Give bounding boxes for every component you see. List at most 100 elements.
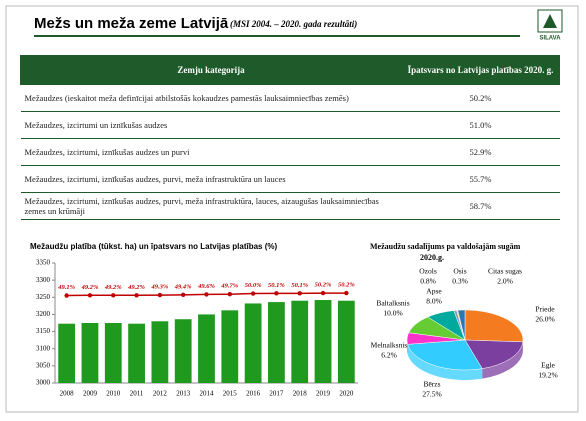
y-tick-label: 3300 [36, 276, 51, 284]
data-label: 49.3% [150, 284, 168, 291]
pie-value-label: 27.5% [422, 390, 441, 399]
bar [221, 310, 239, 383]
pie-label: Ozols [419, 267, 437, 276]
data-label: 49.2% [81, 284, 99, 291]
table-cell: Mežaudzes, izcirtumi, iznīkušas audzes, … [20, 192, 402, 220]
data-label: 50.2% [315, 282, 332, 289]
pie-slice [407, 339, 483, 371]
x-tick-label: 2013 [176, 390, 191, 398]
x-tick-label: 2015 [223, 390, 238, 398]
line-marker [344, 290, 349, 296]
line-marker [87, 293, 93, 298]
x-tick-label: 2009 [83, 390, 98, 398]
bar [198, 314, 215, 383]
line-marker [227, 292, 233, 297]
data-label: 50.0% [245, 282, 262, 289]
table-cell: Mežaudzes, izcirtumi, iznīkušas audzes, … [20, 165, 402, 193]
data-label: 50.1% [268, 282, 285, 289]
table-cell: 50.2% [401, 84, 560, 112]
table-row: Mežaudzes, izcirtumi, iznīkušas audzes, … [20, 192, 560, 220]
bar [81, 323, 99, 383]
data-label: 49.2% [127, 284, 145, 291]
data-label: 49.2% [104, 284, 122, 291]
line-marker [180, 292, 186, 298]
bar [128, 323, 145, 383]
data-label: 50.1% [291, 282, 308, 289]
x-tick-label: 2010 [106, 390, 121, 398]
bar [291, 300, 309, 383]
pie-value-label: 6.2% [381, 351, 397, 360]
pie-label: Priede [535, 305, 555, 314]
table-cell: Mežaudzes, izcirtumi un iznīkušas audzes [20, 111, 402, 139]
table-cell: Mežaudzes (ieskaitot meža definīcijai at… [20, 84, 402, 112]
pie-slice [464, 339, 524, 369]
x-tick-label: 2014 [200, 390, 215, 398]
pie-slice [464, 309, 524, 343]
line-marker [297, 291, 302, 296]
pie-label: Egle [541, 361, 555, 370]
bar [58, 323, 76, 383]
x-tick-label: 2012 [153, 390, 168, 398]
title: Mežs un meža zeme Latvijā [34, 15, 229, 32]
line-marker [111, 293, 116, 298]
y-tick-label: 3200 [36, 310, 51, 318]
pie-value-label: 0.8% [420, 277, 436, 286]
pie-label: Melnalksnis [371, 341, 408, 350]
bar [337, 300, 355, 383]
pie-value-label: 0.3% [452, 277, 468, 286]
line-marker [64, 293, 69, 298]
data-label: 49.7% [220, 283, 238, 290]
pie-value-label: 10.0% [383, 309, 402, 318]
pie-side [407, 344, 483, 380]
pie-label: Osis [453, 267, 466, 276]
table-cell: 52.9% [401, 138, 560, 166]
data-label: 49.1% [57, 284, 75, 291]
logo-tree [543, 14, 557, 28]
pie-label: Citas sugas [488, 267, 522, 276]
subtitle: (MSI 2004. – 2020. gada rezultāti) [230, 19, 357, 29]
line-marker [320, 290, 326, 296]
line-marker [250, 291, 256, 296]
pie-value-label: 2.0% [497, 277, 513, 286]
frame [5, 5, 579, 413]
pie-label: Bērzs [423, 380, 440, 389]
bar [151, 321, 169, 383]
table-row: Mežaudzes, izcirtumi, iznīkušas audzes u… [20, 138, 560, 166]
pie-title: Mežaudžu sadalījums pa valdošajām sugām 2… [370, 242, 521, 262]
data-label: 49.4% [174, 283, 192, 290]
bar [244, 303, 262, 383]
pie-value-label: 19.2% [538, 371, 557, 380]
logo-box [537, 9, 563, 33]
bar [268, 302, 285, 383]
table-cell: Mežaudzes, izcirtumi, iznīkušas audzes u… [20, 138, 402, 166]
column-header: Īpatsvars no Latvijas platības 2020. g. [401, 55, 560, 85]
data-label: 49.6% [197, 283, 215, 290]
table-cell: 55.7% [401, 165, 560, 193]
x-tick-label: 2016 [246, 390, 261, 398]
bar [174, 319, 192, 383]
y-tick-label: 3100 [36, 344, 51, 352]
pie-label: Baltalksnis [376, 299, 409, 308]
pie-value-label: 8.0% [426, 297, 442, 306]
bar [104, 323, 122, 383]
table-row: Mežaudzes (ieskaitot meža definīcijai at… [20, 84, 560, 112]
line-marker [157, 292, 163, 298]
pie-value-label: 26.0% [535, 315, 554, 324]
x-tick-label: 2011 [130, 390, 144, 398]
line-marker [204, 292, 209, 297]
line-marker [274, 291, 279, 296]
table-row: Mežaudzes, izcirtumi, iznīkušas audzes, … [20, 165, 560, 193]
pie-side [482, 341, 523, 379]
line-marker [134, 293, 139, 298]
pie-label: Apse [426, 287, 442, 296]
bar-chart-title: Mežaudžu platība (tūkst. ha) un īpatsvar… [30, 242, 277, 251]
x-tick-label: 2008 [60, 390, 75, 398]
data-table: Zemju kategorija Īpatsvars no Latvijas pl… [20, 55, 560, 220]
x-tick-label: 2017 [269, 390, 284, 398]
x-tick-label: 2020 [339, 390, 354, 398]
logo-text: SILAVA [539, 36, 561, 42]
y-tick-label: 3000 [36, 379, 51, 387]
data-label: 50.2% [338, 282, 355, 289]
